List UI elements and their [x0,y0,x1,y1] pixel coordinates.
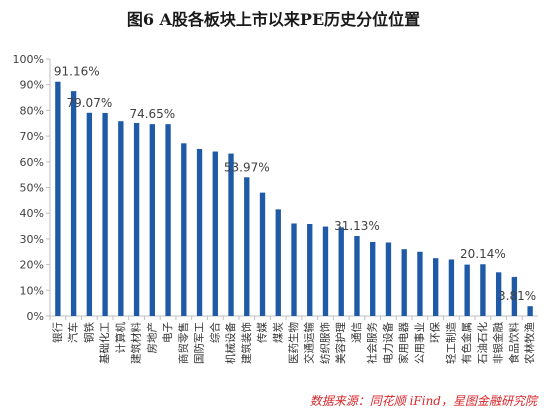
data-label: 91.16% [54,65,100,79]
source-note: 数据来源：同花顺 iFind，星图金融研究院 [309,394,537,408]
bar [322,226,329,316]
x-tick-label: 有色金属 [460,322,473,364]
x-tick-label: 纺织服饰 [318,322,331,364]
bar [70,91,77,316]
x-tick-label: 汽车 [67,322,80,343]
y-tick-label: 30% [20,233,44,246]
x-tick-label: 商贸零售 [177,322,190,364]
bar [433,258,439,316]
bar [86,112,93,316]
data-label: 31.13% [334,219,380,233]
bar [527,306,533,316]
y-tick-label: 70% [20,130,44,143]
bar [165,124,171,316]
bar [338,227,344,316]
x-tick-label: 国防军工 [193,322,206,364]
y-tick-label: 80% [20,104,44,117]
x-tick-label: 房地产 [145,322,158,354]
x-tick-label: 传媒 [256,322,269,343]
bar [55,81,61,316]
y-tick-label: 40% [20,207,44,220]
x-tick-label: 计算机 [114,322,127,354]
x-tick-label: 农林牧渔 [523,322,536,364]
y-tick-label: 0% [27,310,44,323]
bars-group [55,81,533,316]
bar [133,122,140,316]
x-tick-label: 机械设备 [224,322,237,364]
x-tick-label: 煤炭 [271,322,284,343]
chart-title: 图6 A股各板块上市以来PE历史分位位置 [126,10,421,29]
x-tick-label: 食品饮料 [507,322,520,364]
bar [275,209,281,316]
x-tick-label: 公用事业 [413,322,426,364]
bar [401,249,407,316]
bar [370,241,376,316]
bar [118,121,124,316]
x-tick-label: 美容护理 [334,322,347,364]
bar [417,251,423,316]
bar [181,143,187,316]
x-tick-label: 石油石化 [476,322,489,364]
bar [196,148,203,316]
x-tick-label: 环保 [429,322,442,343]
x-tick-label: 交通运输 [303,322,316,364]
y-tick-label: 20% [20,259,44,272]
x-axis-labels: 银行 汽车 钢铁 基础化工 计算机 建筑材料 房地产 电子 商贸零售 国防军工 综合 机械设备 建筑装饰… [49,316,536,364]
bar [307,223,313,316]
x-tick-label: 电子 [161,322,174,343]
bar [228,153,234,316]
bar [385,242,392,316]
bar [354,235,360,316]
x-tick-label: 建筑材料 [130,322,143,364]
x-tick-label: 钢铁 [82,322,95,343]
bar [102,112,108,316]
data-label: 74.65% [129,107,175,121]
x-tick-label: 基础化工 [98,322,111,364]
bar [149,124,155,316]
bar [244,177,250,316]
bar [495,272,502,316]
y-tick-label: 100% [13,53,44,66]
y-tick-label: 10% [20,284,44,297]
data-label: 79.07% [66,96,112,110]
data-label: 20.14% [460,247,506,261]
x-tick-label: 社会服务 [366,322,379,364]
bar [464,264,470,316]
bar [448,259,455,316]
bar [259,192,266,316]
bar [212,151,218,316]
x-tick-label: 医药生物 [287,322,300,364]
x-tick-label: 非银金融 [492,322,505,364]
bar [511,276,518,316]
data-labels-group: 91.16% 79.07% 74.65% 53.97% 31.13% 20.14% 3.81… [54,65,536,303]
bar [291,223,297,316]
x-tick-label: 银行 [51,322,64,343]
y-tick-label: 50% [20,182,44,195]
x-tick-label: 通信 [351,322,363,343]
x-tick-label: 轻工制造 [444,322,457,364]
y-tick-label: 60% [20,156,44,169]
bar [480,264,486,316]
data-label: 3.81% [498,289,536,303]
y-tick-label: 90% [20,79,44,92]
x-tick-label: 电力设备 [381,322,394,364]
y-axis: 0% 10% 20% 30% 40% 50% 60% 70% 80% 90% 100% [13,53,538,323]
data-label: 53.97% [224,160,270,174]
x-tick-label: 综合 [208,322,221,343]
x-tick-label: 家用电器 [397,322,410,364]
x-tick-label: 建筑装饰 [240,322,253,364]
